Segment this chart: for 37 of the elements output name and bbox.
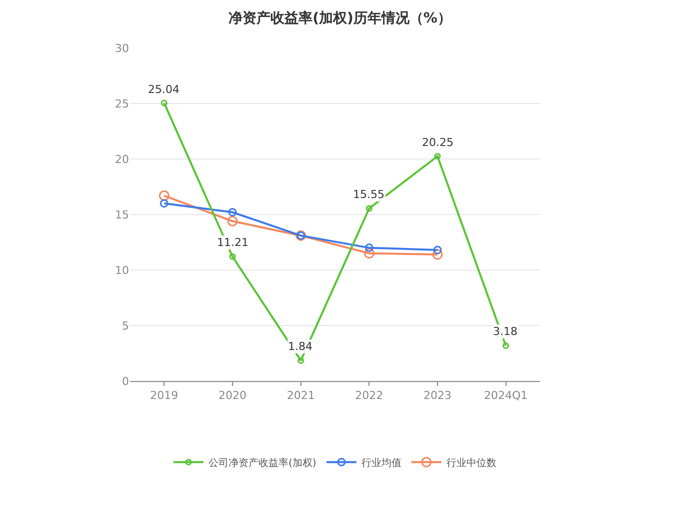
legend-label: 行业均值 [361, 457, 402, 469]
y-tick-label: 15 [115, 208, 129, 222]
y-tick-label: 30 [115, 42, 129, 55]
data-label: 11.21 [217, 236, 248, 249]
point [502, 342, 510, 349]
y-tick-label: 0 [122, 374, 129, 388]
point [366, 205, 372, 212]
legend-label: 行业中位数 [446, 457, 496, 469]
x-tick-label: 2024Q1 [484, 389, 528, 402]
x-tick-label: 2019 [150, 389, 178, 402]
point [160, 199, 168, 208]
y-tick-label: 5 [122, 319, 129, 332]
x-tick-label: 2022 [355, 389, 384, 402]
data-label: 1.84 [288, 340, 312, 353]
data-label: 3.18 [493, 325, 518, 338]
point [228, 208, 237, 217]
y-tick-label: 20 [115, 152, 129, 166]
y-tick-label: 10 [115, 264, 129, 277]
legend-label: 公司净资产收益率(加权) [208, 457, 316, 469]
point [298, 357, 304, 364]
point [227, 216, 238, 226]
point [432, 249, 443, 260]
point [364, 248, 374, 259]
data-label: 20.25 [422, 136, 454, 149]
y-tick-label: 25 [115, 97, 129, 110]
point [158, 190, 170, 201]
data-label: 15.55 [353, 188, 384, 201]
x-tick-label: 2021 [286, 389, 315, 402]
x-tick-label: 2023 [424, 389, 452, 402]
point [364, 244, 374, 252]
x-tick-label: 2020 [218, 389, 246, 402]
point [434, 152, 441, 160]
data-label: 25.04 [148, 83, 180, 96]
point [433, 246, 442, 254]
point [229, 253, 236, 260]
point [160, 100, 168, 106]
chart-title: 净资产收益率(加权)历年情况（%） [228, 10, 452, 27]
